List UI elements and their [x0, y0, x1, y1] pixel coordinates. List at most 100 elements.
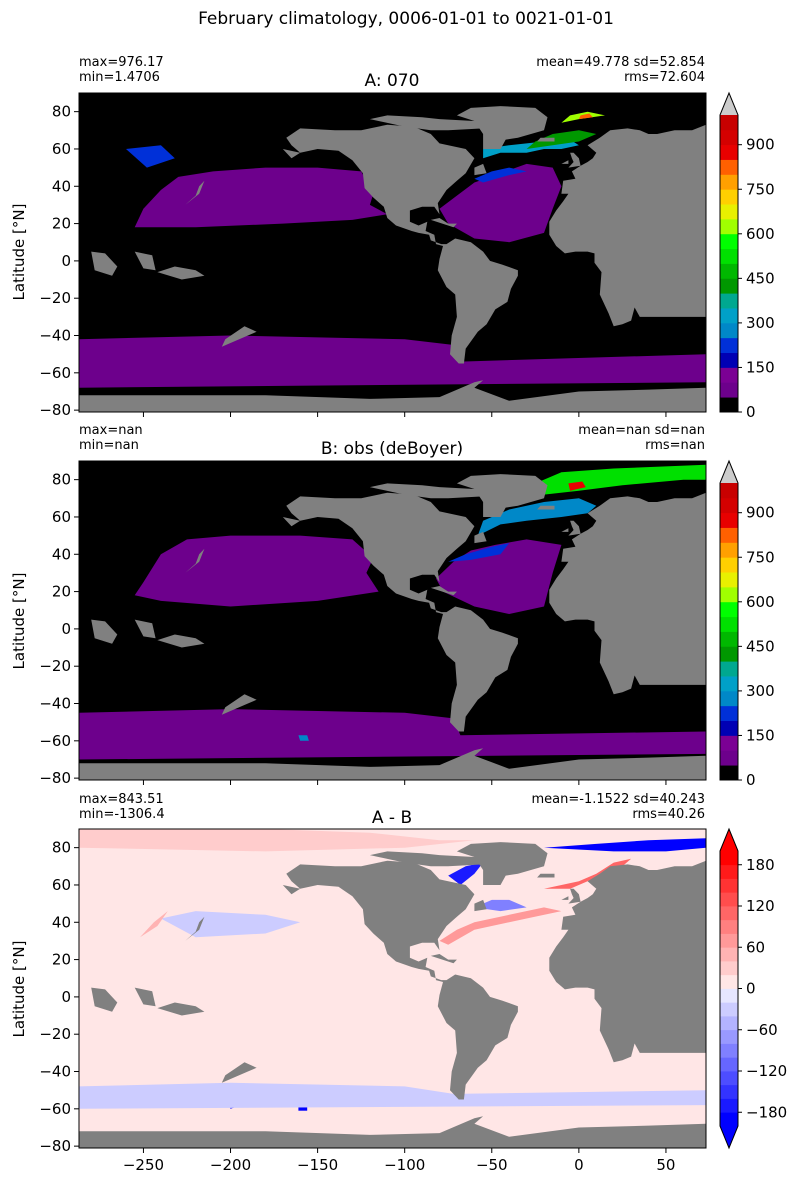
- land-mass-a-9: [369, 115, 492, 131]
- y-tick-label-diff-7: −60: [39, 1100, 71, 1118]
- colorbar-bin-diff-9: [720, 988, 738, 1003]
- land-mass-a-10: [655, 285, 666, 308]
- land-mass-b-3: [776, 649, 801, 701]
- colorbar-bin-b-12: [720, 586, 738, 603]
- land-mass-diff-0: [286, 860, 518, 1100]
- colorbar-bin-b-10: [720, 616, 738, 632]
- colorbar-tick-label-b-6: 900: [746, 504, 775, 522]
- colorbar-bin-diff-12: [720, 947, 738, 962]
- field-region-b-0: [79, 709, 706, 760]
- land-mass-diff-11: [430, 954, 457, 964]
- land-mass-a-12: [282, 149, 301, 159]
- colorbar-tick-label-diff-1: −120: [746, 1062, 787, 1080]
- colorbar-bin-b-14: [720, 557, 738, 573]
- colorbar-outline-diff: [719, 827, 739, 1150]
- colorbar-bin-b-3: [720, 720, 738, 736]
- colorbar-tick-label-diff-2: −60: [746, 1021, 778, 1039]
- field-region-a-8: [126, 145, 175, 168]
- land-mass-b-6: [561, 528, 569, 532]
- colorbar-tick-label-a-0: 0: [746, 403, 756, 421]
- colorbar-tick-label-diff-5: 120: [746, 897, 775, 915]
- land-mass-b-15: [134, 619, 156, 639]
- colorbar-bin-b-6: [720, 676, 738, 692]
- land-mass-b-16: [185, 548, 205, 573]
- land-mass-diff-16: [185, 916, 205, 941]
- colorbar-bin-a-18: [720, 129, 738, 146]
- land-mass-a-3: [776, 281, 801, 333]
- y-tick-label-a-7: −60: [39, 364, 71, 382]
- land-mass-diff-12: [282, 885, 301, 895]
- field-region-diff-7: [544, 838, 706, 852]
- field-region-diff-2: [140, 911, 168, 938]
- colorbar-tick-label-b-4: 600: [746, 593, 775, 611]
- field-map-b: [79, 461, 801, 780]
- panel-title-a: A: 070: [365, 71, 420, 91]
- colorbar-bin-diff-13: [720, 933, 738, 948]
- land-mass-b-4: [79, 748, 706, 780]
- land-mass-a-11: [430, 218, 457, 228]
- land-mass-diff-4: [79, 1116, 706, 1148]
- colorbar-bin-diff-2: [720, 1084, 738, 1099]
- land-mass-a-17: [91, 251, 118, 276]
- panel-title-diff: A - B: [372, 808, 412, 828]
- stat-max-a: max=976.17: [79, 55, 164, 70]
- panel-a: max=976.17 min=1.4706 mean=49.778 sd=52.…: [10, 55, 801, 421]
- stat-max-b: max=nan: [79, 423, 143, 438]
- land-mass-diff-2: [549, 860, 706, 1063]
- field-region-diff-5: [448, 862, 484, 885]
- colorbar-bin-diff-10: [720, 974, 738, 989]
- y-tick-label-a-4: 0: [61, 252, 71, 270]
- y-tick-label-b-0: 80: [52, 471, 71, 489]
- colorbar-bin-diff-19: [720, 851, 738, 866]
- colorbar-diff: −180 −120 −60 0 60 120 180: [719, 827, 787, 1150]
- y-axis-label-diff: Latitude [°N]: [10, 941, 28, 1038]
- colorbar-bin-b-4: [720, 705, 738, 721]
- colorbar-bin-diff-0: [720, 1112, 738, 1127]
- colorbar-bin-b-0: [720, 765, 738, 781]
- stat-mean-sd-a: mean=49.778 sd=52.854: [536, 55, 705, 70]
- land-mass-diff-17: [91, 987, 118, 1012]
- colorbar-bin-diff-15: [720, 906, 738, 921]
- colorbar-tick-label-a-1: 150: [746, 358, 775, 376]
- x-tick-label-diff-3: −100: [384, 1156, 425, 1174]
- field-map-a: [79, 93, 801, 412]
- field-region-a-1: [134, 167, 388, 228]
- y-tick-label-diff-5: −20: [39, 1025, 71, 1043]
- panel-title-b: B: obs (deBoyer): [321, 439, 463, 459]
- land-mass-b-9: [369, 483, 492, 499]
- land-mass-diff-9: [369, 851, 492, 867]
- y-tick-label-a-0: 80: [52, 103, 71, 121]
- land-mass-diff-5: [568, 888, 581, 904]
- colorbar-tick-label-diff-3: 0: [746, 980, 756, 998]
- land-mass-b-11: [430, 586, 457, 596]
- y-tick-label-a-2: 40: [52, 177, 71, 195]
- land-mass-a-7: [537, 137, 555, 142]
- field-region-diff-4: [474, 899, 527, 912]
- land-mass-diff-15: [134, 987, 156, 1007]
- colorbar-outline-a: [719, 91, 739, 413]
- colorbar-bin-a-15: [720, 174, 738, 190]
- colorbar-bin-a-16: [720, 159, 738, 175]
- colorbar-bin-a-9: [720, 263, 738, 279]
- y-tick-label-b-7: −60: [39, 732, 71, 750]
- colorbar-tick-label-diff-0: −180: [746, 1103, 787, 1121]
- field-region-b-1: [134, 535, 379, 607]
- field-region-b-6: [568, 481, 586, 491]
- colorbar-bin-a-3: [720, 352, 738, 368]
- figure-title: February climatology, 0006-01-01 to 0021…: [198, 9, 614, 29]
- colorbar-extend-max-a: [720, 93, 738, 115]
- y-tick-label-diff-2: 40: [52, 913, 71, 931]
- land-mass-b-10: [655, 653, 666, 676]
- colorbar-bin-diff-5: [720, 1043, 738, 1058]
- colorbar-bin-a-1: [720, 382, 738, 398]
- y-tick-label-b-6: −40: [39, 695, 71, 713]
- land-mass-a-8: [474, 163, 487, 176]
- colorbar-bin-diff-18: [720, 864, 738, 879]
- land-mass-b-2: [549, 492, 706, 695]
- panel-b: max=nan min=nan mean=nan sd=nan rms=nan …: [10, 423, 801, 789]
- colorbar-bin-b-18: [720, 497, 738, 514]
- colorbar-tick-label-b-2: 300: [746, 682, 775, 700]
- y-ticks-b: 80 60 40 20 0 −20 −40 −60 −80: [39, 471, 79, 787]
- colorbar-bin-a-0: [720, 397, 738, 413]
- land-mass-a-16: [185, 180, 205, 205]
